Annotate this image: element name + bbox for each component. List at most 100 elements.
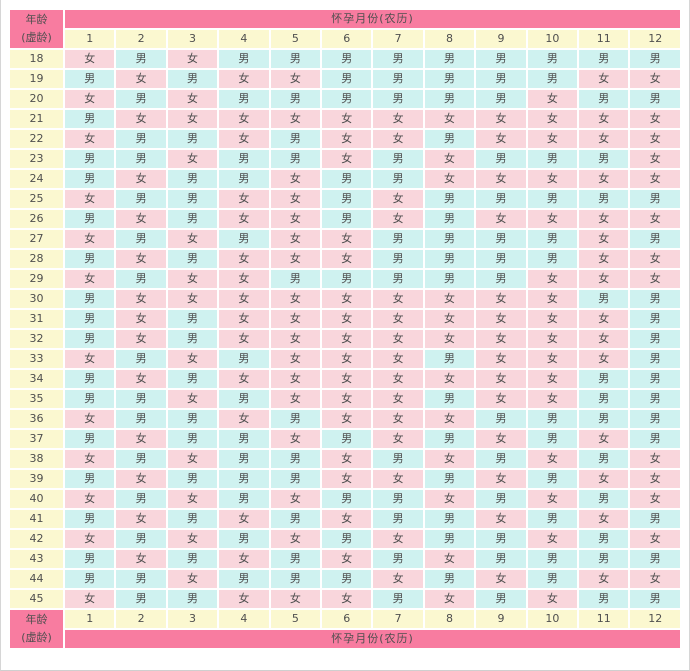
gender-cell: 女 <box>474 368 528 390</box>
gender-cell: 男 <box>165 128 220 150</box>
gender-cell: 女 <box>268 168 323 190</box>
gender-cell: 女 <box>320 228 374 250</box>
gender-cell: 女 <box>217 268 271 290</box>
gender-cell: 男 <box>268 508 323 530</box>
gender-cell: 男 <box>114 88 168 110</box>
gender-cell: 男 <box>217 388 271 410</box>
gender-cell: 男 <box>371 448 425 470</box>
gender-cell: 女 <box>268 208 323 230</box>
gender-cell: 女 <box>525 268 580 290</box>
age-cell: 34 <box>8 368 65 390</box>
table-row: 39 男女男男男女女男女男女女 <box>8 468 682 490</box>
gender-cell: 男 <box>628 308 682 330</box>
gender-cell: 男 <box>525 468 580 490</box>
gender-cell: 男 <box>114 148 168 170</box>
gender-cell: 女 <box>217 548 271 570</box>
gender-cell: 男 <box>114 588 168 610</box>
month-number-cell: 8 <box>422 28 477 50</box>
age-cell: 29 <box>8 268 65 290</box>
gender-cell: 女 <box>217 68 271 90</box>
table-row: 21 男女女女女女女女女女女女 <box>8 108 682 130</box>
gender-cell: 女 <box>577 68 631 90</box>
gender-cell: 女 <box>268 428 323 450</box>
gender-cell: 男 <box>62 428 117 450</box>
gender-cell: 女 <box>577 568 631 590</box>
gender-cell: 男 <box>165 328 220 350</box>
gender-cell: 男 <box>628 548 682 570</box>
gender-cell: 女 <box>371 308 425 330</box>
gender-cell: 男 <box>577 148 631 170</box>
age-cell: 33 <box>8 348 65 370</box>
gender-cell: 男 <box>62 68 117 90</box>
gender-cell: 男 <box>628 48 682 70</box>
gender-cell: 男 <box>217 228 271 250</box>
gender-cell: 男 <box>114 388 168 410</box>
gender-cell: 男 <box>422 348 477 370</box>
month-number-cell: 9 <box>474 608 528 630</box>
gender-cell: 女 <box>165 488 220 510</box>
gender-cell: 男 <box>474 488 528 510</box>
gender-cell: 女 <box>62 228 117 250</box>
table-row: 36 女男男女男女女女男男男男 <box>8 408 682 430</box>
gender-cell: 女 <box>474 468 528 490</box>
gender-cell: 女 <box>217 108 271 130</box>
gender-cell: 女 <box>525 588 580 610</box>
gender-cell: 男 <box>62 308 117 330</box>
gender-cell: 男 <box>268 88 323 110</box>
gender-cell: 男 <box>217 428 271 450</box>
gender-cell: 男 <box>217 568 271 590</box>
gender-cell: 男 <box>422 268 477 290</box>
gender-cell: 女 <box>217 588 271 610</box>
gender-cell: 女 <box>577 348 631 370</box>
gender-cell: 男 <box>628 88 682 110</box>
gender-cell: 女 <box>320 328 374 350</box>
gender-cell: 男 <box>628 348 682 370</box>
header-band-row: 年龄 (虚龄) 怀孕月份(农历) <box>8 8 682 50</box>
gender-cell: 女 <box>474 308 528 330</box>
gender-cell: 男 <box>320 528 374 550</box>
gender-cell: 男 <box>628 408 682 430</box>
gender-cell: 女 <box>165 88 220 110</box>
gender-cell: 女 <box>525 528 580 550</box>
gender-cell: 男 <box>320 168 374 190</box>
gender-cell: 女 <box>371 568 425 590</box>
gender-cell: 男 <box>165 588 220 610</box>
age-cell: 30 <box>8 288 65 310</box>
month-number-cell: 5 <box>268 28 323 50</box>
gender-cell: 女 <box>422 288 477 310</box>
gender-cell: 男 <box>525 568 580 590</box>
gender-cell: 女 <box>474 208 528 230</box>
gender-cell: 男 <box>320 428 374 450</box>
gender-cell: 女 <box>474 568 528 590</box>
gender-cell: 女 <box>268 328 323 350</box>
gender-cell: 女 <box>371 208 425 230</box>
age-cell: 39 <box>8 468 65 490</box>
month-number-cell: 10 <box>525 28 580 50</box>
gender-cell: 女 <box>422 408 477 430</box>
gender-cell: 女 <box>474 288 528 310</box>
table-row: 18 女男女男男男男男男男男男 <box>8 48 682 70</box>
gender-cell: 男 <box>114 228 168 250</box>
gender-cell: 男 <box>320 48 374 70</box>
gender-cell: 女 <box>577 248 631 270</box>
gender-cell: 男 <box>62 328 117 350</box>
gender-cell: 女 <box>422 308 477 330</box>
gender-cell: 男 <box>628 368 682 390</box>
gender-cell: 男 <box>422 208 477 230</box>
age-header-cell-top: 年龄 (虚龄) <box>8 8 65 50</box>
gender-cell: 男 <box>577 408 631 430</box>
gender-cell: 女 <box>320 508 374 530</box>
gender-cell: 男 <box>474 68 528 90</box>
gender-cell: 男 <box>62 388 117 410</box>
gender-cell: 男 <box>422 388 477 410</box>
month-band-bottom: 怀孕月份(农历) <box>63 628 682 650</box>
gender-cell: 女 <box>114 508 168 530</box>
gender-cell: 男 <box>371 508 425 530</box>
gender-cell: 男 <box>165 408 220 430</box>
gender-cell: 男 <box>371 548 425 570</box>
gender-cell: 女 <box>577 228 631 250</box>
gender-cell: 女 <box>577 108 631 130</box>
gender-cell: 女 <box>320 408 374 430</box>
gender-cell: 女 <box>577 428 631 450</box>
gender-cell: 女 <box>525 448 580 470</box>
